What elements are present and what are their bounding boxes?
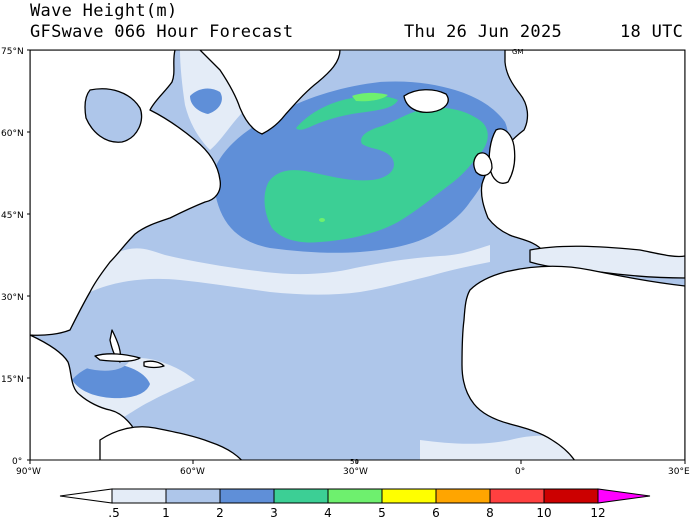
colorbar-segment-lt-0-5	[59, 488, 113, 504]
hudson-bay	[84, 88, 143, 143]
lat-label: 75°N	[1, 47, 24, 57]
wave-band-3-4-north	[296, 95, 398, 130]
lon-label: 90°W	[16, 467, 41, 477]
colorbar-label: 12	[590, 506, 605, 520]
colorbar-label: 8	[486, 506, 494, 520]
wave-band-3-4	[264, 107, 488, 243]
map-area	[30, 50, 685, 460]
wave-band-4-5-spot	[319, 218, 325, 222]
wave-band-2-3-caribbean	[72, 363, 150, 399]
colorbar-segment-8-10	[489, 488, 545, 504]
colorbar-label: 1	[162, 506, 170, 520]
variable-title: Wave Height(m)	[30, 1, 178, 21]
land	[30, 50, 685, 460]
colorbar	[59, 488, 651, 504]
colorbar-label: 6	[432, 506, 440, 520]
lat-label: 30°N	[1, 293, 24, 303]
greenland	[199, 50, 341, 135]
colorbar-segment-3-4	[273, 488, 329, 504]
colorbar-label: .5	[108, 506, 119, 520]
iceland	[403, 89, 449, 114]
lat-label: 0°	[12, 457, 22, 467]
colorbar-segment-10-12	[543, 488, 599, 504]
colorbar-segment-4-5	[327, 488, 383, 504]
ireland	[473, 152, 493, 177]
africa	[461, 265, 685, 460]
forecast-date: Thu 26 Jun 2025	[404, 22, 563, 42]
hispaniola	[143, 360, 165, 369]
colorbar-labels: .5 1 2 3 4 5 6 8 10 12	[108, 506, 605, 520]
forecast-time: 18 UTC	[620, 22, 684, 42]
colorbar-label: 10	[536, 506, 551, 520]
colorbar-label: 3	[270, 506, 278, 520]
south-america	[99, 426, 243, 460]
colorbar-segment-0-5-1	[111, 488, 167, 504]
equator-annotation: 50	[350, 458, 359, 466]
wave-band-2-3-west	[190, 88, 222, 114]
colorbar-segment-2-3	[219, 488, 275, 504]
lon-label: 60°W	[180, 467, 205, 477]
cuba	[94, 353, 141, 362]
latitude-axis: 75°N 60°N 45°N 30°N 15°N 0°	[1, 47, 30, 467]
colorbar-label: 2	[216, 506, 224, 520]
lon-label: 30°E	[668, 467, 690, 477]
colorbar-segment-6-8	[435, 488, 491, 504]
colorbar-segment-1-2	[165, 488, 221, 504]
great-britain	[488, 128, 516, 184]
wave-band-4-5	[352, 92, 388, 102]
lat-label: 45°N	[1, 211, 24, 221]
colorbar-label: 5	[378, 506, 386, 520]
lat-label: 15°N	[1, 375, 24, 385]
gm-annotation: GM	[512, 48, 523, 56]
colorbar-label: 4	[324, 506, 332, 520]
colorbar-segment-gt-12	[597, 488, 651, 504]
colorbar-segment-5-6	[381, 488, 437, 504]
model-title: GFSwave 066 Hour Forecast	[30, 22, 294, 42]
lat-label: 60°N	[1, 129, 24, 139]
lon-label: 30°W	[343, 467, 368, 477]
longitude-axis: 90°W 60°W 30°W 0° 30°E	[16, 460, 690, 477]
lon-label: 0°	[515, 467, 525, 477]
